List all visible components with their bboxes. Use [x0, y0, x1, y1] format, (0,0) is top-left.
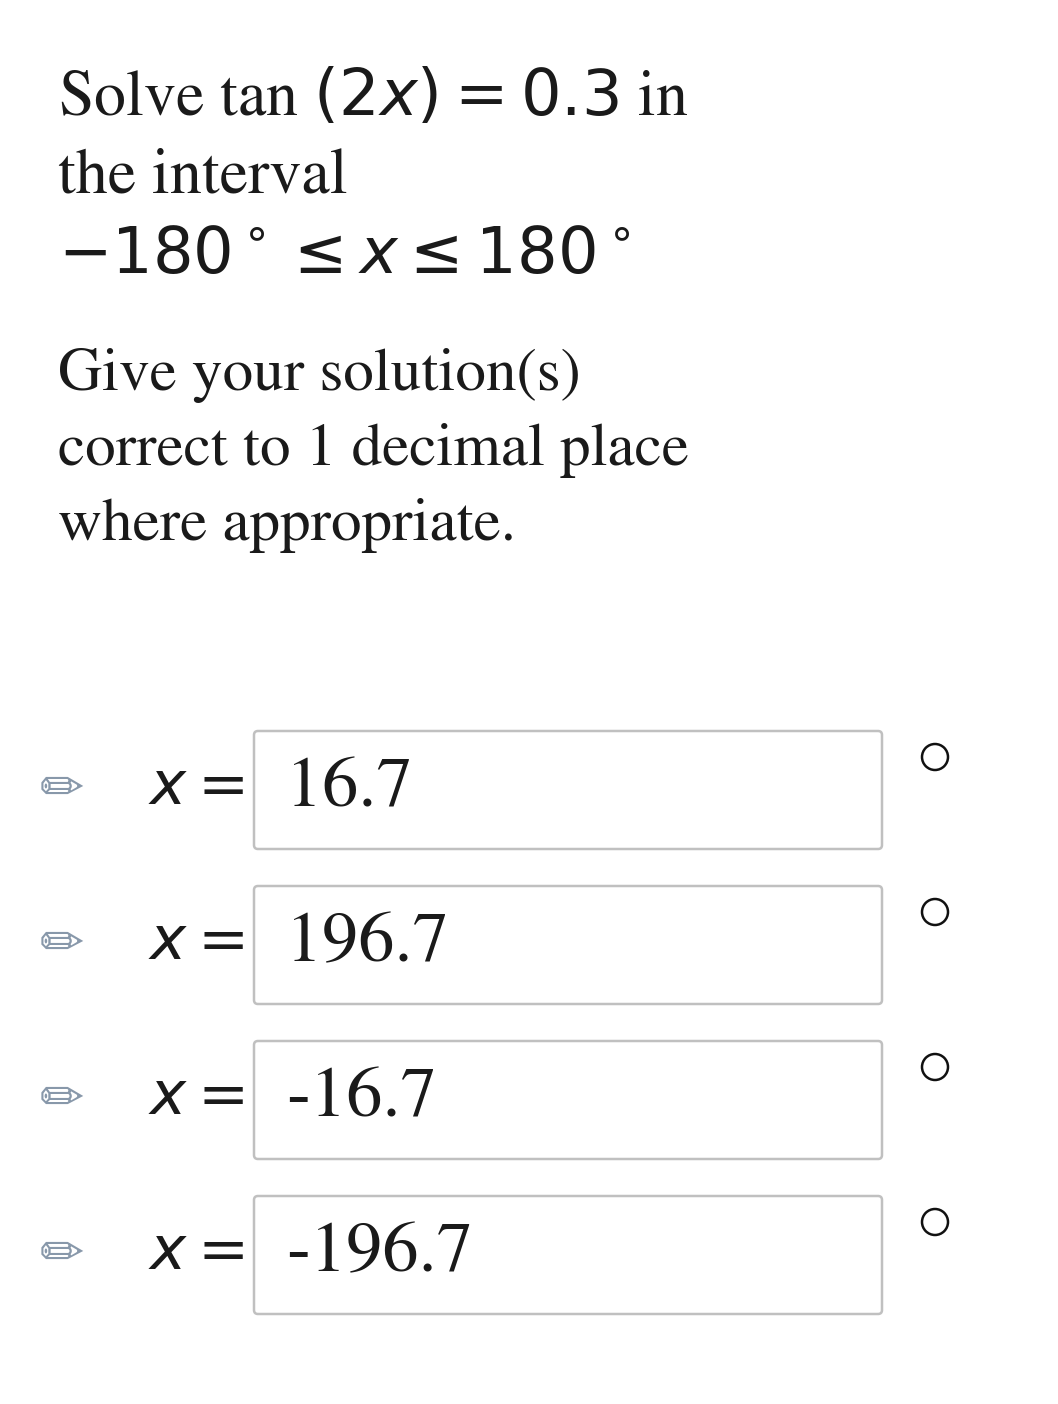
Circle shape [922, 1209, 948, 1236]
FancyBboxPatch shape [254, 731, 882, 849]
Text: correct to 1 decimal place: correct to 1 decimal place [58, 423, 689, 477]
Text: ✏: ✏ [40, 920, 85, 972]
Text: $x =$: $x =$ [148, 1073, 244, 1127]
Text: $-180^\circ \leq x \leq 180^\circ$: $-180^\circ \leq x \leq 180^\circ$ [58, 227, 631, 286]
Text: $x =$: $x =$ [148, 762, 244, 817]
Text: 196.7: 196.7 [286, 913, 449, 977]
Text: $x =$: $x =$ [148, 918, 244, 972]
Text: Solve tan $(2x) = 0.3$ in: Solve tan $(2x) = 0.3$ in [58, 67, 689, 129]
Text: ✏: ✏ [40, 1228, 85, 1280]
Text: Give your solution(s): Give your solution(s) [58, 348, 581, 403]
Circle shape [922, 744, 948, 769]
Circle shape [922, 899, 948, 925]
Text: -16.7: -16.7 [286, 1067, 437, 1133]
FancyBboxPatch shape [254, 1040, 882, 1158]
FancyBboxPatch shape [254, 1196, 882, 1314]
Circle shape [922, 1054, 948, 1080]
Text: where appropriate.: where appropriate. [58, 498, 516, 553]
Text: ✏: ✏ [40, 1074, 85, 1126]
Text: the interval: the interval [58, 147, 348, 206]
Text: $x =$: $x =$ [148, 1227, 244, 1282]
FancyBboxPatch shape [254, 886, 882, 1004]
Text: ✏: ✏ [40, 764, 85, 816]
Text: 16.7: 16.7 [286, 757, 413, 823]
Text: -196.7: -196.7 [286, 1223, 473, 1287]
